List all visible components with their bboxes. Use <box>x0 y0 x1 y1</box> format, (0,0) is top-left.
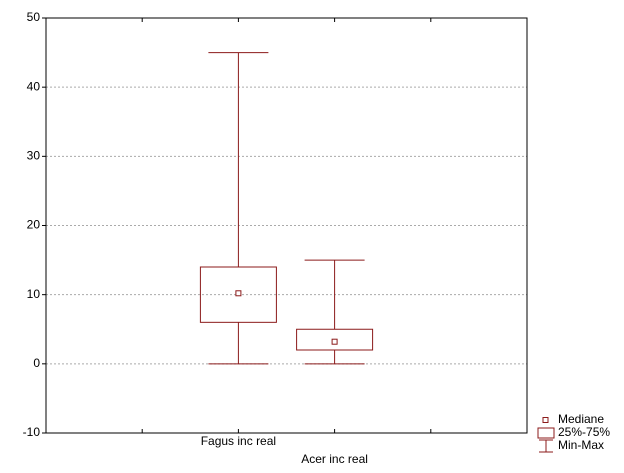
legend-label: Min-Max <box>558 438 604 452</box>
y-tick-label: 10 <box>27 287 41 301</box>
y-tick-label: 50 <box>27 10 41 24</box>
y-tick-label: 20 <box>27 218 41 232</box>
box <box>296 328 374 351</box>
box <box>199 266 277 323</box>
legend-symbol <box>542 417 549 423</box>
x-tick-label: Fagus inc real <box>201 434 276 448</box>
y-tick-label: -10 <box>23 425 41 439</box>
plot-frame <box>45 17 528 434</box>
y-tick-label: 0 <box>33 356 40 370</box>
median <box>331 338 338 345</box>
y-tick-label: 40 <box>27 79 41 93</box>
median <box>235 290 242 297</box>
legend-label: 25%-75% <box>558 425 610 439</box>
y-tick-label: 30 <box>27 149 41 163</box>
legend-symbol <box>537 427 555 439</box>
x-tick-label: Acer inc real <box>301 452 368 466</box>
legend-label: Mediane <box>558 412 604 426</box>
